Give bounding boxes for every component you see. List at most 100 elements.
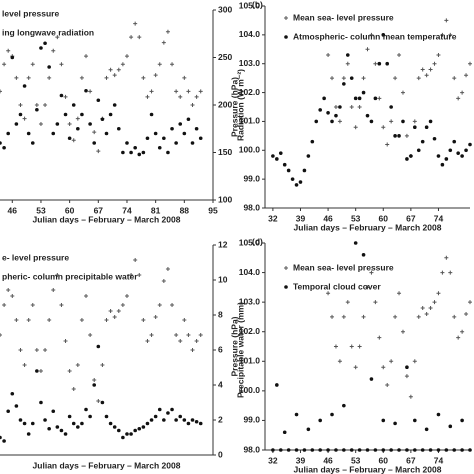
legend-label: Mean sea- level pressure	[293, 262, 394, 272]
data-point	[47, 426, 51, 431]
data-point	[361, 90, 366, 95]
data-point	[286, 168, 291, 173]
data-point	[460, 448, 464, 452]
data-point	[124, 294, 129, 298]
x-tick-label: 60	[379, 213, 389, 223]
data-point	[162, 418, 166, 422]
data-point	[30, 421, 35, 426]
data-point	[333, 105, 338, 109]
data-point	[286, 448, 291, 452]
data-point	[194, 339, 199, 343]
data-point	[18, 103, 23, 107]
data-point	[108, 67, 113, 72]
data-point	[79, 75, 84, 80]
data-point	[14, 318, 19, 322]
data-point	[326, 291, 331, 296]
data-point	[2, 145, 6, 150]
legend-marker	[284, 285, 288, 289]
data-point	[129, 150, 133, 155]
x-tick-label: 74	[122, 205, 132, 215]
y2-tick-label: 200	[218, 99, 232, 109]
data-point	[424, 73, 429, 78]
data-point	[161, 279, 166, 283]
data-point	[84, 88, 88, 93]
data-point	[174, 418, 178, 422]
legend-label: ing longwave radiation	[2, 27, 94, 37]
data-point	[377, 61, 382, 66]
data-point	[67, 136, 72, 141]
data-point	[153, 73, 158, 78]
y-tick-label: 103.0	[239, 296, 261, 306]
data-point	[186, 421, 191, 426]
data-point	[381, 448, 386, 452]
data-point	[468, 448, 472, 452]
data-point	[381, 125, 386, 130]
data-point	[436, 291, 441, 296]
data-point	[35, 107, 39, 112]
data-point	[452, 139, 457, 144]
data-point	[174, 333, 179, 337]
data-point	[389, 448, 393, 452]
data-point	[22, 421, 27, 426]
data-point	[96, 399, 101, 403]
data-point	[464, 148, 468, 153]
data-point	[186, 117, 191, 122]
data-point	[420, 306, 425, 311]
x-tick-label: 39	[296, 455, 306, 465]
data-point	[55, 425, 60, 429]
data-point	[71, 103, 76, 107]
data-point	[393, 314, 398, 319]
data-point	[55, 122, 60, 126]
data-point	[436, 53, 441, 58]
data-point	[405, 448, 409, 452]
data-point	[413, 418, 417, 423]
data-point	[116, 126, 121, 131]
x-tick-label: 74	[434, 455, 444, 465]
data-point	[322, 96, 326, 101]
x-axis-label: Julian days – February – March 2008	[294, 222, 442, 232]
data-point	[39, 46, 43, 50]
data-point	[432, 136, 437, 141]
y2-tick-label: 300	[218, 4, 232, 14]
data-point	[385, 61, 390, 66]
data-point	[381, 418, 386, 423]
x-tick-label: 53	[351, 455, 361, 465]
data-point	[2, 439, 6, 443]
data-point	[400, 90, 405, 95]
y-tick-label: 105.0	[239, 0, 261, 10]
data-point	[294, 183, 299, 187]
data-point	[145, 339, 150, 343]
legend-label: pheric- column precipitable water	[2, 271, 138, 281]
panel-label: (d)	[252, 236, 263, 246]
data-point	[178, 94, 183, 99]
x-tick-label: 60	[379, 455, 389, 465]
y-tick-label: 100.0	[239, 145, 261, 155]
data-point	[157, 407, 162, 412]
data-point	[137, 152, 142, 157]
x-tick-label: 74	[434, 213, 444, 223]
data-point	[34, 103, 39, 107]
data-point	[444, 255, 449, 260]
data-point	[10, 391, 15, 396]
data-point	[345, 61, 350, 66]
data-point	[186, 333, 191, 337]
y2-tick-label: 150	[218, 147, 232, 157]
data-point	[51, 288, 56, 292]
data-point	[63, 339, 68, 343]
data-point	[365, 47, 370, 52]
data-point	[0, 141, 2, 145]
data-point	[194, 419, 199, 424]
data-point	[170, 407, 174, 412]
data-point	[10, 55, 15, 60]
data-point	[137, 426, 142, 431]
data-point	[34, 348, 39, 352]
data-point	[35, 369, 39, 373]
data-point	[464, 73, 469, 78]
data-point	[365, 285, 370, 290]
data-point	[145, 94, 150, 99]
data-point	[310, 448, 315, 452]
data-point	[121, 150, 125, 155]
data-point	[76, 425, 80, 429]
data-point	[412, 119, 417, 124]
data-point	[2, 62, 7, 67]
